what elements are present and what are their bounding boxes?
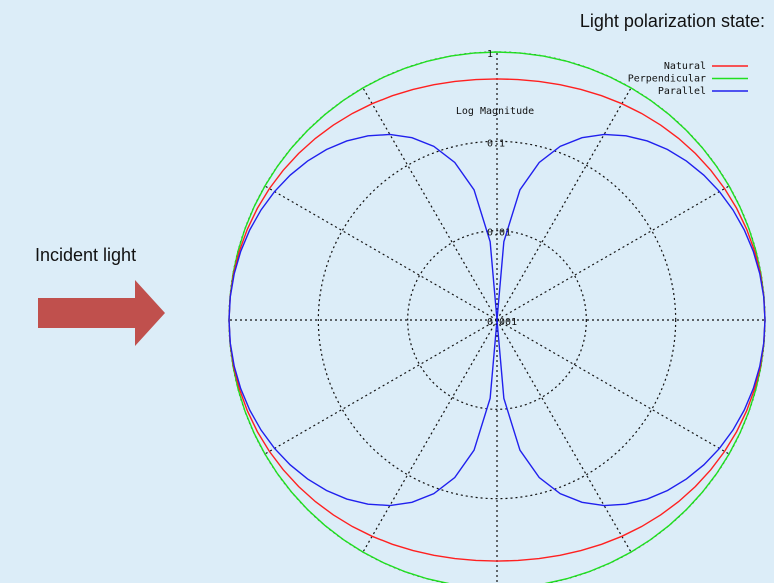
ring-line xyxy=(407,230,587,410)
legend-label: Perpendicular xyxy=(628,74,706,85)
legend-label: Natural xyxy=(664,61,706,72)
ring-line xyxy=(317,140,677,500)
subtitle: Log Magnitude xyxy=(456,106,534,117)
series-layer xyxy=(228,51,766,583)
chart-title: Light polarization state: xyxy=(580,11,765,31)
r-tick-label: 1 xyxy=(487,49,493,60)
annotation: Incident light xyxy=(35,245,136,265)
legend-label: Parallel xyxy=(658,86,706,97)
r-tick-label: 0.01 xyxy=(487,228,511,239)
r-tick-label: 0.001 xyxy=(487,317,517,328)
incident-arrow xyxy=(38,280,165,346)
r-tick-label: 0.1 xyxy=(487,138,505,149)
series-line xyxy=(228,133,766,507)
